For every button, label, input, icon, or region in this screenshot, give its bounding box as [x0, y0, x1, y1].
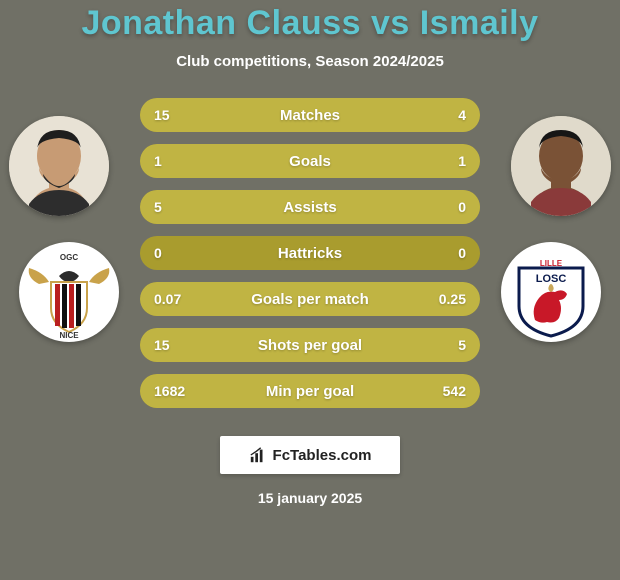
stat-value-right: 0.25 — [410, 291, 480, 307]
stat-value-right: 4 — [410, 107, 480, 123]
stat-value-right: 1 — [410, 153, 480, 169]
stat-label: Min per goal — [210, 383, 410, 400]
stat-value-left: 15 — [140, 107, 210, 123]
page-title: Jonathan Clauss vs Ismaily — [0, 4, 620, 43]
club-left-badge: OGC NICE — [19, 242, 119, 342]
comparison-card: Jonathan Clauss vs Ismaily Club competit… — [0, 0, 620, 580]
stat-label: Goals per match — [210, 291, 410, 308]
stat-row: 1Goals1 — [140, 144, 480, 178]
stat-value-left: 0 — [140, 245, 210, 261]
stat-label: Goals — [210, 153, 410, 170]
stat-value-left: 1682 — [140, 383, 210, 399]
stat-label: Matches — [210, 107, 410, 124]
club-right-badge: LILLE LOSC — [501, 242, 601, 342]
stat-row: 0.07Goals per match0.25 — [140, 282, 480, 316]
stat-bars: 15Matches41Goals15Assists00Hattricks00.0… — [140, 98, 480, 408]
player-left-avatar-svg — [9, 116, 109, 216]
stat-value-right: 0 — [410, 199, 480, 215]
stat-value-right: 542 — [410, 383, 480, 399]
brand-text: FcTables.com — [273, 447, 372, 464]
stat-value-left: 0.07 — [140, 291, 210, 307]
stat-row: 0Hattricks0 — [140, 236, 480, 270]
player-right-avatar — [511, 116, 611, 216]
content-area: OGC NICE LILLE LOSC — [0, 98, 620, 408]
stat-value-left: 1 — [140, 153, 210, 169]
stat-value-left: 15 — [140, 337, 210, 353]
club-right-label-top: LILLE — [540, 259, 563, 268]
club-right-badge-svg: LILLE LOSC — [501, 242, 601, 342]
stat-row: 15Matches4 — [140, 98, 480, 132]
club-left-label-top: OGC — [60, 253, 78, 262]
footer-date: 15 january 2025 — [0, 490, 620, 506]
player-right-avatar-svg — [511, 116, 611, 216]
club-left-badge-svg: OGC NICE — [19, 242, 119, 342]
stat-label: Hattricks — [210, 245, 410, 262]
player-left-avatar — [9, 116, 109, 216]
bar-chart-icon — [249, 446, 267, 464]
stat-value-right: 0 — [410, 245, 480, 261]
page-subtitle: Club competitions, Season 2024/2025 — [0, 53, 620, 70]
stat-value-right: 5 — [410, 337, 480, 353]
stat-label: Assists — [210, 199, 410, 216]
brand-badge: FcTables.com — [220, 436, 400, 474]
club-left-label-bottom: NICE — [59, 331, 79, 340]
stat-row: 5Assists0 — [140, 190, 480, 224]
club-right-label-mid: LOSC — [536, 273, 567, 285]
stat-label: Shots per goal — [210, 337, 410, 354]
stat-row: 15Shots per goal5 — [140, 328, 480, 362]
stat-value-left: 5 — [140, 199, 210, 215]
stat-row: 1682Min per goal542 — [140, 374, 480, 408]
